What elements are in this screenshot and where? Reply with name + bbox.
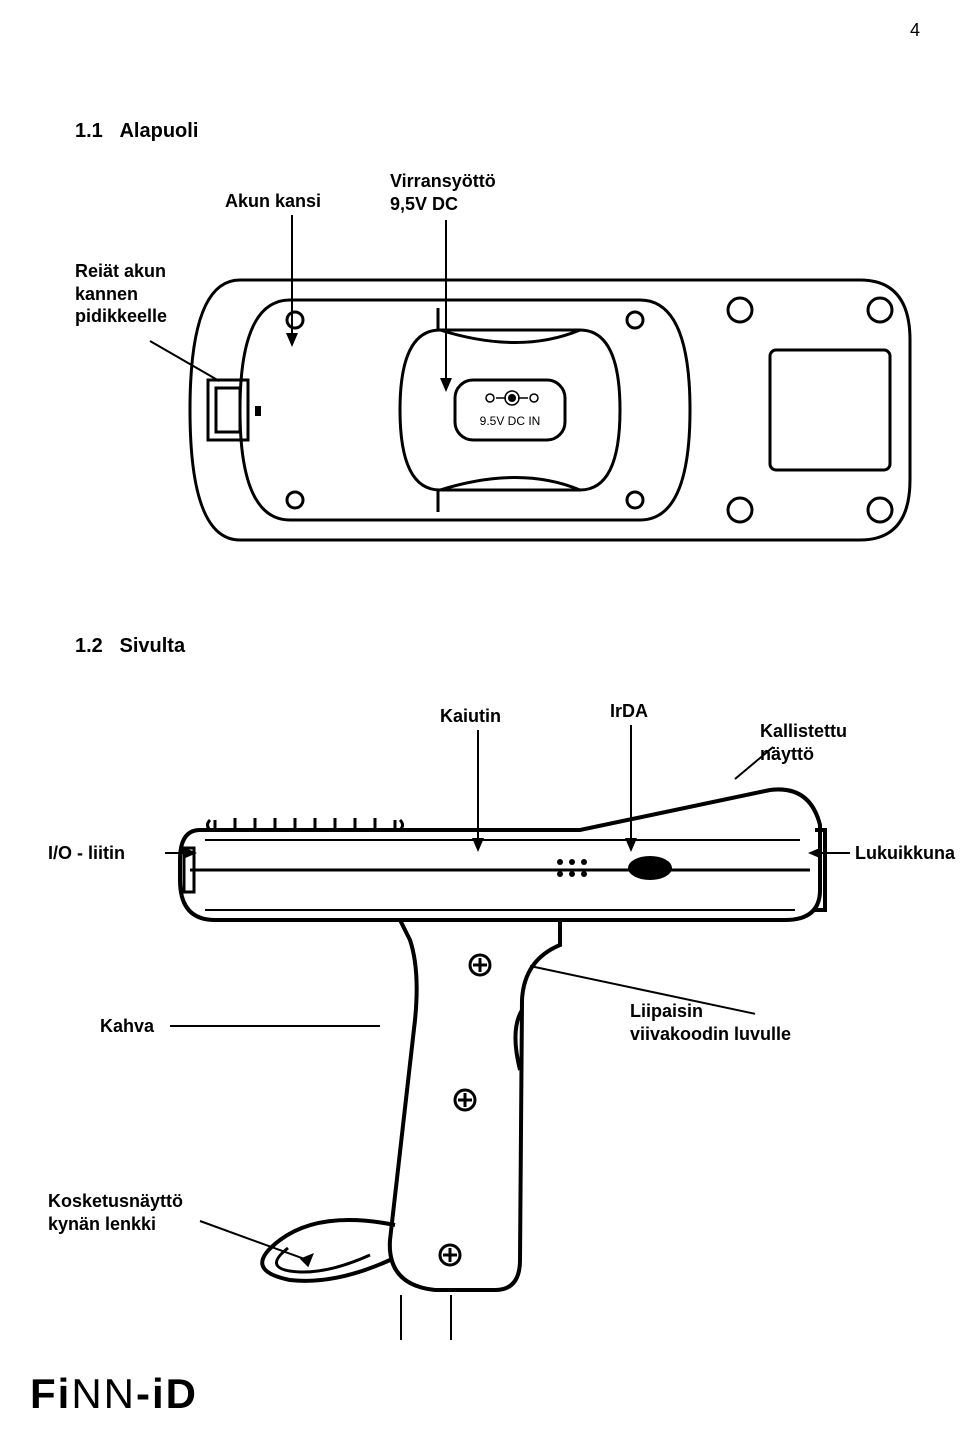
section-num: 1.2 bbox=[75, 635, 103, 657]
label-handle: Kahva bbox=[100, 1015, 154, 1038]
page-number: 4 bbox=[910, 20, 920, 41]
callout bbox=[291, 215, 293, 335]
text: kynän lenkki bbox=[48, 1214, 156, 1234]
arrowhead-icon bbox=[440, 378, 452, 392]
arrowhead-icon bbox=[625, 838, 637, 852]
section-num: 1.1 bbox=[75, 120, 103, 142]
arrowhead-icon bbox=[286, 333, 298, 347]
text: näyttö bbox=[760, 744, 814, 764]
text: Kallistettu bbox=[760, 721, 847, 741]
text: 9,5V DC bbox=[390, 194, 458, 214]
text: kannen bbox=[75, 284, 138, 304]
label-scan-window: Lukuikkuna bbox=[855, 842, 955, 865]
section-1-1-heading: 1.1 Alapuoli bbox=[75, 120, 198, 143]
callout bbox=[445, 220, 447, 380]
text: Virransyöttö bbox=[390, 171, 496, 191]
callout bbox=[450, 1295, 452, 1340]
label-power-in: Virransyöttö 9,5V DC bbox=[390, 170, 496, 215]
section-title: Sivulta bbox=[119, 635, 185, 657]
callout bbox=[820, 852, 850, 854]
section-1-2-heading: 1.2 Sivulta bbox=[75, 635, 185, 658]
label-battery-cover: Akun kansi bbox=[225, 190, 321, 213]
arrowhead-icon bbox=[472, 838, 484, 852]
arrowhead-icon bbox=[808, 847, 822, 859]
label-io: I/O - liitin bbox=[48, 842, 125, 865]
label-holes: Reiät akun kannen pidikkeelle bbox=[75, 260, 167, 328]
arrowhead-icon bbox=[183, 847, 197, 859]
label-irda: IrDA bbox=[610, 700, 648, 723]
label-tilted-display: Kallistettu näyttö bbox=[760, 720, 847, 765]
callout bbox=[477, 730, 479, 840]
callout bbox=[170, 1025, 380, 1027]
text: pidikkeelle bbox=[75, 306, 167, 326]
section-title: Alapuoli bbox=[119, 120, 198, 142]
svg-text:9.5V DC IN: 9.5V DC IN bbox=[480, 414, 541, 428]
callout bbox=[400, 1295, 402, 1340]
callout bbox=[630, 725, 632, 840]
finn-id-logo: FiNN-iD bbox=[30, 1370, 198, 1418]
callout bbox=[165, 852, 185, 854]
label-speaker: Kaiutin bbox=[440, 705, 501, 728]
text: Reiät akun bbox=[75, 261, 166, 281]
